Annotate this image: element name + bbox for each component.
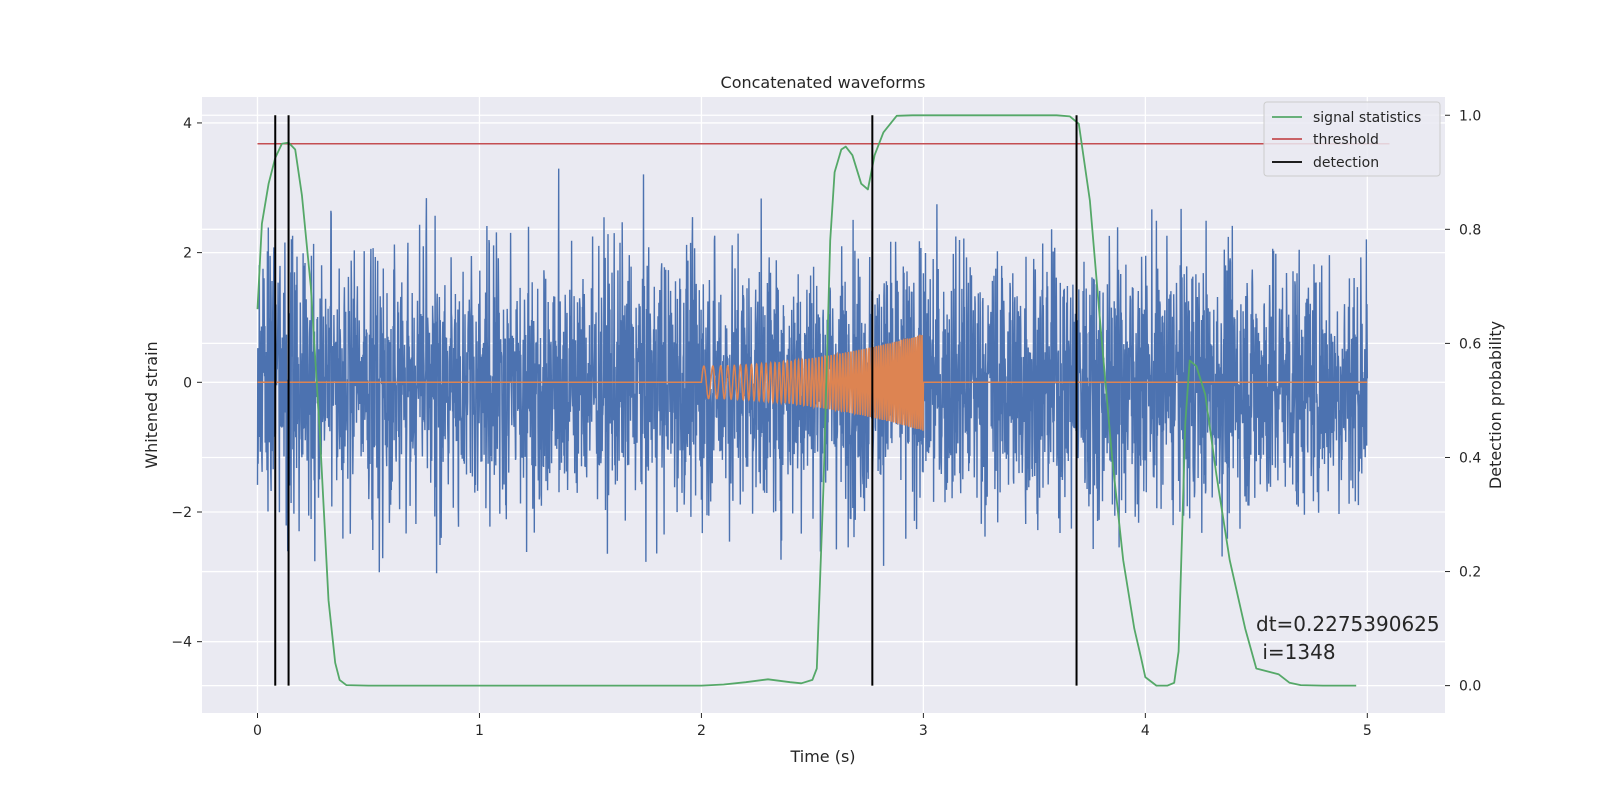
legend-label-signal-statistics: signal statistics — [1313, 110, 1421, 126]
y-right-tick-label: 1.0 — [1459, 108, 1481, 124]
x-tick-label: 2 — [697, 723, 706, 739]
annotation-dt: dt=0.2275390625 — [1256, 612, 1440, 636]
signal-statistics-line — [256, 114, 1357, 687]
x-tick-label: 4 — [1141, 723, 1150, 739]
legend-label-threshold: threshold — [1313, 132, 1379, 148]
detection-series — [274, 115, 1078, 686]
injection-line — [257, 334, 1368, 431]
signal-statistics-series — [256, 114, 1357, 687]
y-axis-right-label: Detection probability — [1486, 321, 1505, 489]
y-left-tick-label: −2 — [171, 505, 192, 521]
x-axis-label: Time (s) — [789, 747, 855, 766]
y-axis-right-ticks: 0.0 0.2 0.4 0.6 0.8 1.0 — [1445, 108, 1481, 695]
y-right-tick-label: 0.0 — [1459, 679, 1481, 695]
injection-series — [257, 334, 1368, 431]
chart-title: Concatenated waveforms — [721, 73, 926, 92]
y-axis-left-label: Whitened strain — [142, 341, 161, 468]
y-left-tick-label: 0 — [183, 375, 192, 391]
y-axis-left-ticks: −4 −2 0 2 4 — [171, 116, 202, 651]
x-tick-label: 3 — [919, 723, 928, 739]
x-tick-label: 5 — [1363, 723, 1372, 739]
y-right-tick-label: 0.4 — [1459, 450, 1481, 466]
legend-box — [1263, 101, 1441, 177]
y-left-tick-label: 4 — [183, 116, 192, 132]
legend-label-detection: detection — [1313, 155, 1379, 171]
strain-series — [256, 168, 1368, 574]
y-left-tick-label: 2 — [183, 246, 192, 262]
y-right-tick-label: 0.8 — [1459, 222, 1481, 238]
x-tick-label: 0 — [253, 723, 262, 739]
y-right-tick-label: 0.2 — [1459, 565, 1481, 581]
y-left-tick-label: −4 — [171, 635, 192, 651]
y-right-tick-label: 0.6 — [1459, 336, 1481, 352]
annotation-index: i=1348 — [1256, 640, 1336, 664]
x-axis-ticks: 0 1 2 3 4 5 — [253, 713, 1372, 739]
strain-line — [256, 168, 1368, 574]
x-tick-label: 1 — [475, 723, 484, 739]
legend: signal statistics threshold detection — [1263, 101, 1441, 177]
